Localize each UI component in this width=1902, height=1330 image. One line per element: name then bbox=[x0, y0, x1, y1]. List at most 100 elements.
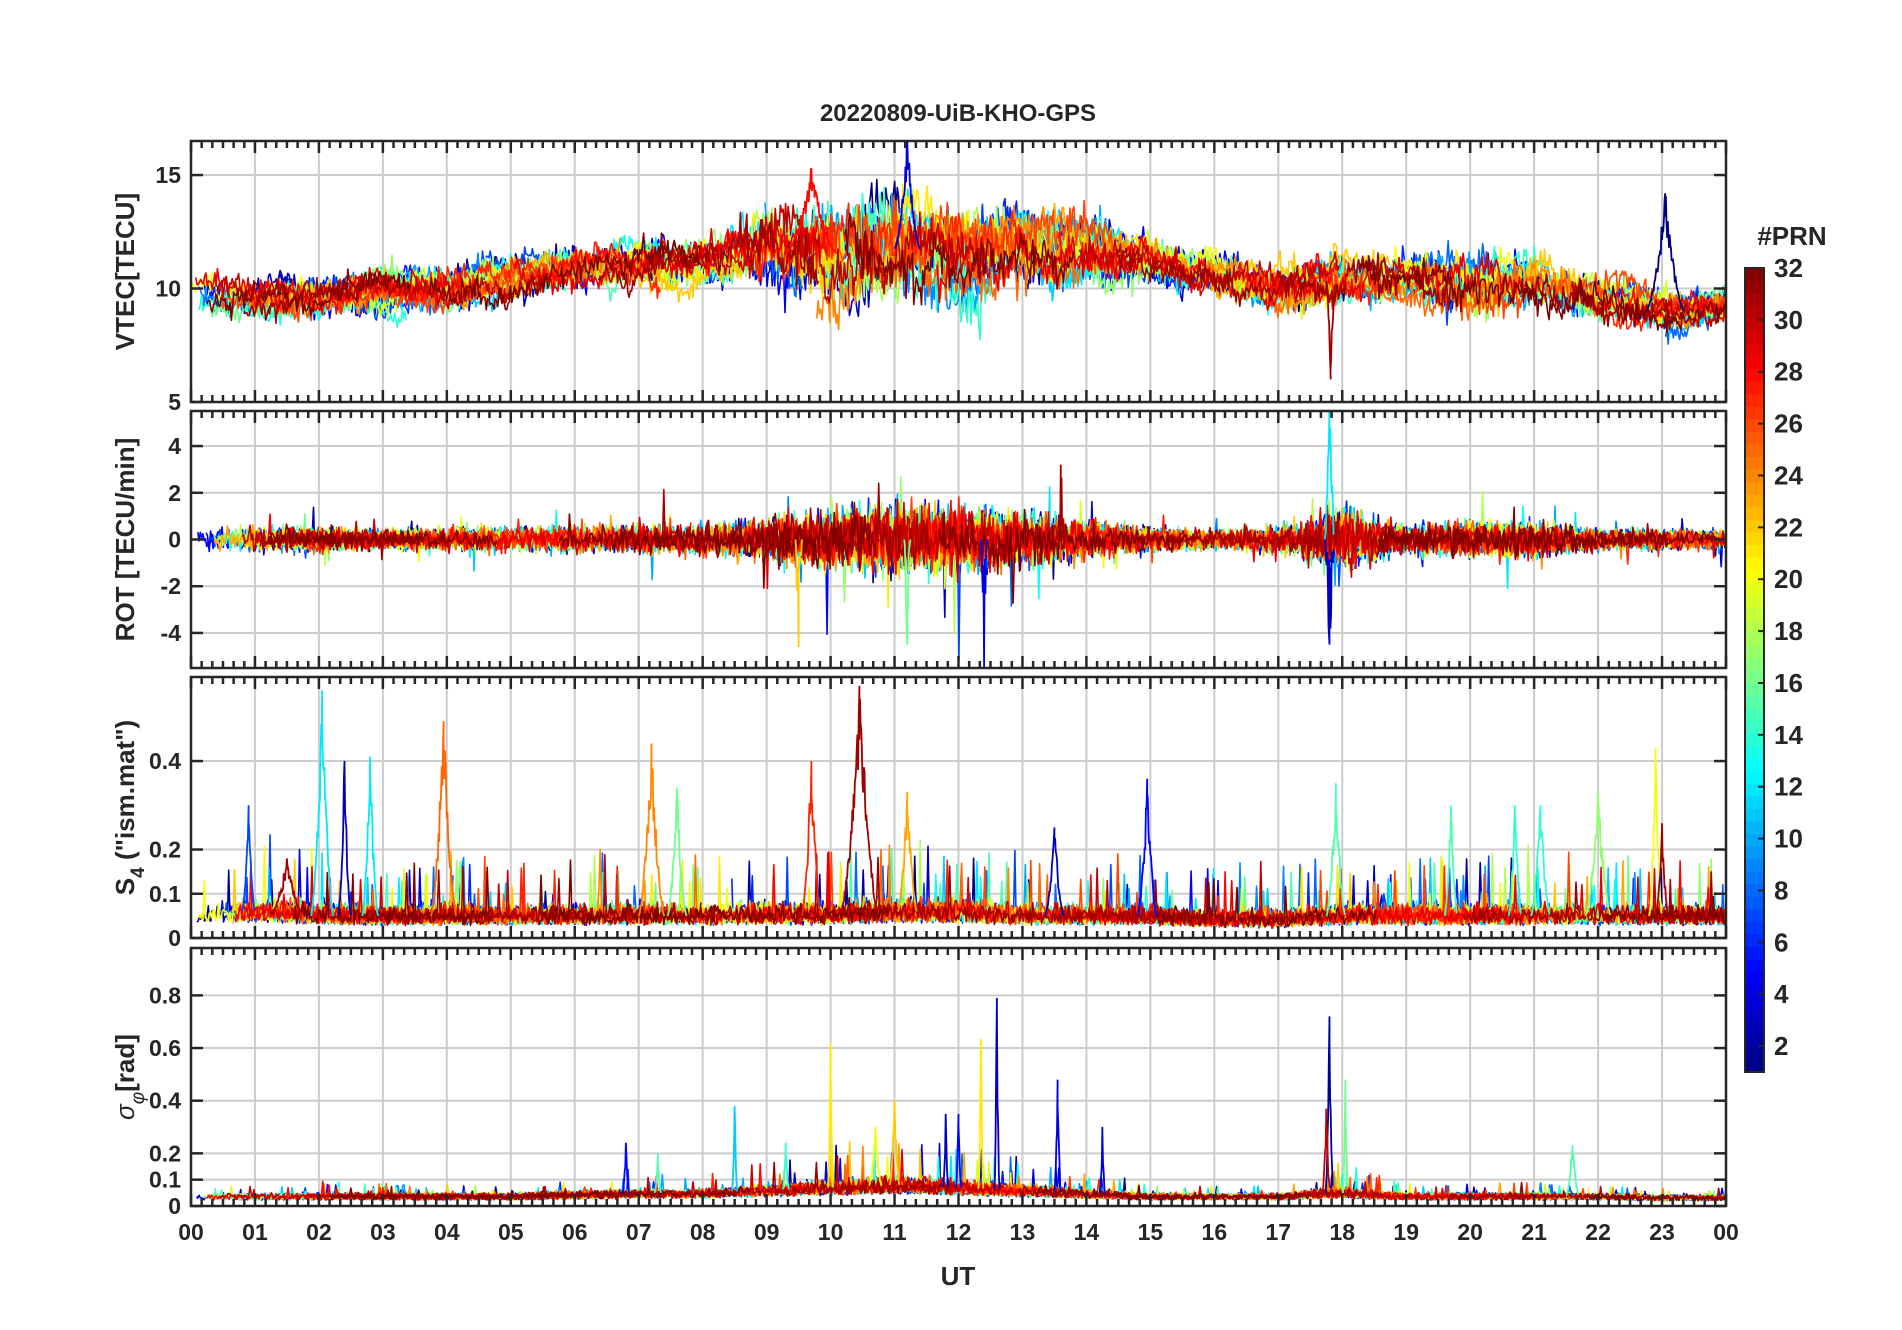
s4-axes-frame bbox=[189, 675, 1728, 940]
rot-y-tick-label: 2 bbox=[168, 480, 181, 506]
colorbar-swatch bbox=[1745, 582, 1764, 596]
colorbar-swatch bbox=[1745, 381, 1764, 395]
colorbar-swatch bbox=[1745, 456, 1764, 470]
colorbar-swatch bbox=[1745, 1059, 1764, 1073]
colorbar-tick-label: 20 bbox=[1774, 564, 1803, 594]
s4-panel: 00.10.20.4S4 ("ism.mat") bbox=[110, 675, 1728, 951]
colorbar-swatch bbox=[1745, 958, 1764, 973]
sigphi-y-tick-label: 0 bbox=[168, 1193, 181, 1219]
colorbar-swatch bbox=[1745, 443, 1764, 458]
prn-30-series bbox=[642, 202, 985, 304]
colorbar-swatch bbox=[1745, 695, 1764, 709]
colorbar-tick-label: 16 bbox=[1774, 668, 1803, 698]
prn-7-event bbox=[241, 805, 256, 913]
vtec-y-tick-label: 10 bbox=[155, 276, 181, 302]
prn-32-series bbox=[1377, 506, 1716, 561]
colorbar-swatch bbox=[1745, 682, 1764, 696]
colorbar-swatch bbox=[1745, 984, 1764, 998]
colorbar-swatch bbox=[1745, 808, 1764, 822]
colorbar-swatch bbox=[1745, 732, 1764, 746]
colorbar-swatch bbox=[1745, 833, 1764, 847]
prn-12-event bbox=[1323, 411, 1335, 540]
prn-32-series bbox=[1359, 255, 1726, 334]
prn-31-event bbox=[1056, 464, 1065, 540]
prn-32-series bbox=[1155, 877, 1378, 929]
s4-y-axis-label-main: S bbox=[110, 878, 140, 895]
colorbar-swatch bbox=[1745, 481, 1764, 495]
s4-y-axis-label-rest: ("ism.mat") bbox=[110, 720, 140, 867]
colorbar-swatch bbox=[1745, 393, 1764, 407]
prn-5-event bbox=[1136, 778, 1158, 917]
colorbar-swatch bbox=[1745, 632, 1764, 646]
rot-y-tick-label: -2 bbox=[161, 573, 181, 599]
x-tick-label: 15 bbox=[1138, 1219, 1164, 1245]
colorbar-tick-label: 22 bbox=[1774, 512, 1803, 542]
colorbar-swatch bbox=[1745, 871, 1764, 885]
prn-4-event bbox=[980, 539, 989, 668]
prn-31-event bbox=[1325, 280, 1336, 380]
prn-30-event bbox=[1321, 1108, 1331, 1194]
prn-28-event bbox=[785, 168, 838, 254]
prn-14-event bbox=[781, 1142, 790, 1190]
prn-32-series bbox=[1607, 895, 1725, 926]
colorbar-swatch bbox=[1745, 293, 1764, 307]
vtec-y-axis-label: VTEC[TECU] bbox=[110, 193, 140, 350]
s4-y-tick-label: 0.4 bbox=[149, 748, 181, 774]
prn-30-series bbox=[1078, 235, 1340, 304]
prn-4-event bbox=[893, 141, 921, 250]
colorbar-swatch bbox=[1745, 607, 1764, 621]
x-tick-label: 01 bbox=[242, 1219, 268, 1245]
prn-3-event bbox=[942, 1113, 950, 1188]
sigphi-grid bbox=[191, 948, 1726, 1206]
x-tick-label: 12 bbox=[946, 1219, 972, 1245]
colorbar-swatch bbox=[1745, 1034, 1764, 1048]
x-tick-label: 19 bbox=[1393, 1219, 1419, 1245]
prn-25-event bbox=[429, 721, 458, 917]
colorbar-tick-label: 14 bbox=[1774, 720, 1803, 750]
s4-y-tick-label: 0 bbox=[168, 925, 181, 951]
prn-11-event bbox=[731, 1105, 739, 1192]
colorbar-swatch bbox=[1745, 268, 1764, 282]
s4-y-tick-label: 0.1 bbox=[149, 881, 181, 907]
prn-12-event bbox=[361, 756, 379, 917]
prn-25-series bbox=[869, 210, 1117, 303]
prn-16-event bbox=[1342, 1079, 1349, 1194]
colorbar-swatch bbox=[1745, 330, 1764, 344]
prn-31-event bbox=[270, 858, 303, 915]
colorbar-tick-label: 32 bbox=[1774, 253, 1803, 283]
prn-31-series bbox=[597, 211, 820, 299]
colorbar-tick-label: 12 bbox=[1774, 772, 1803, 802]
rot-y-axis-label: ROT [TECU/min] bbox=[110, 438, 140, 642]
colorbar-swatch bbox=[1745, 921, 1764, 935]
s4-grid bbox=[191, 677, 1726, 938]
prn-3-event bbox=[1044, 827, 1065, 917]
rot-series-group bbox=[197, 411, 1726, 668]
prn-14-event bbox=[1530, 805, 1551, 917]
x-tick-label: 07 bbox=[626, 1219, 652, 1245]
vtec-y-tick-label: 5 bbox=[168, 389, 181, 415]
colorbar-swatch bbox=[1745, 506, 1764, 520]
colorbar-swatch bbox=[1745, 1009, 1764, 1023]
x-tick-label: 13 bbox=[1010, 1219, 1036, 1245]
x-tick-label: 02 bbox=[306, 1219, 332, 1245]
prn-31-series bbox=[1163, 512, 1340, 569]
prn-31-series bbox=[794, 853, 1194, 926]
sigphi-y-axis-label: σφ[rad] bbox=[110, 1034, 149, 1120]
colorbar-swatch bbox=[1745, 406, 1764, 420]
prn-27-series bbox=[1603, 531, 1726, 565]
colorbar-frame bbox=[1744, 267, 1765, 1073]
prn-24-event bbox=[637, 743, 666, 917]
prn-4-event bbox=[1098, 1126, 1106, 1194]
prn-32-series bbox=[328, 1185, 751, 1201]
x-tick-label: 05 bbox=[498, 1219, 524, 1245]
prn-29-series bbox=[513, 216, 819, 296]
colorbar-swatch bbox=[1745, 531, 1764, 545]
colorbar-swatch bbox=[1745, 556, 1764, 571]
x-tick-label: 00 bbox=[178, 1219, 204, 1245]
x-tick-label: 08 bbox=[690, 1219, 716, 1245]
prn-5-event bbox=[621, 1142, 630, 1194]
prn-15-event bbox=[1325, 783, 1346, 917]
colorbar-swatch bbox=[1745, 318, 1764, 332]
